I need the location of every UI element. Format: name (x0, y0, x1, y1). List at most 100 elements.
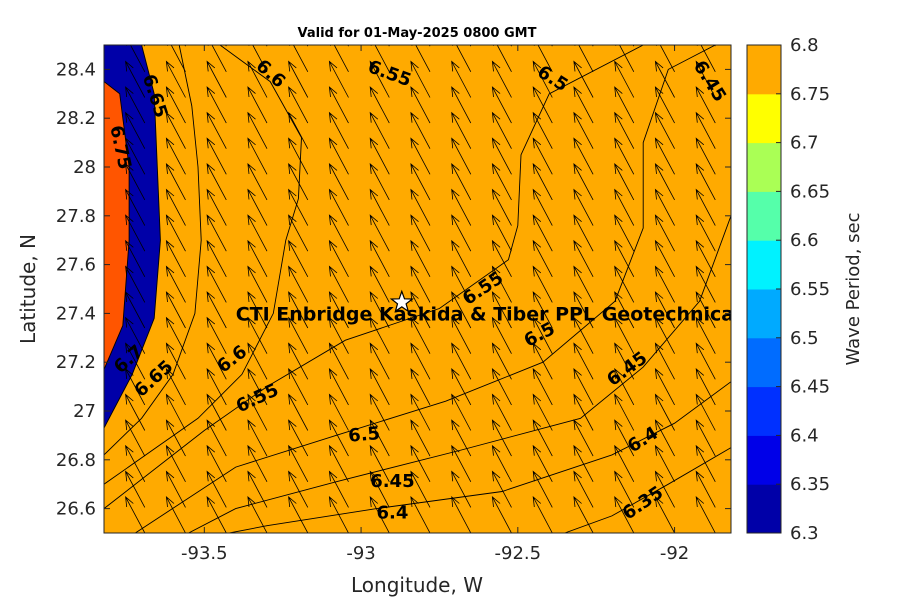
wave-vector (632, 45, 635, 47)
wave-vector (654, 342, 675, 380)
wave-vector (614, 265, 635, 303)
wave-vector (328, 60, 349, 98)
wave-vector (125, 214, 146, 252)
wave-vector (206, 60, 227, 98)
wave-vector (369, 470, 390, 508)
wave-vector (532, 60, 553, 98)
wave-vector (247, 137, 268, 175)
wave-vector (695, 239, 716, 277)
wave-vector (695, 291, 716, 329)
colorbar-segment (747, 142, 781, 192)
wave-vector (614, 393, 635, 431)
wave-vector (451, 188, 472, 226)
wave-vector (125, 265, 146, 303)
contour-line-6.4 (229, 381, 731, 533)
wave-vector (654, 444, 675, 482)
wave-vector (165, 291, 186, 329)
wave-vector (288, 496, 309, 533)
wave-vector (491, 496, 512, 533)
wave-vector (695, 163, 716, 201)
wave-vector (654, 291, 675, 329)
wave-vector (247, 265, 268, 303)
wave-vector (288, 419, 309, 457)
contour-line-6.75 (104, 81, 130, 370)
wave-vector (410, 419, 431, 457)
wave-vector (491, 188, 512, 226)
wave-vector (410, 86, 431, 124)
wave-vector (206, 163, 227, 201)
wave-vector (247, 444, 268, 482)
wave-vector (410, 367, 431, 406)
wave-vector (369, 496, 390, 533)
colorbar-segment (747, 289, 781, 339)
wave-vector (451, 111, 472, 149)
wave-vector (410, 214, 431, 252)
wave-vector (491, 137, 512, 175)
wave-vector (165, 419, 186, 457)
y-tick-label: 26.6 (56, 499, 96, 520)
wave-vector (247, 188, 268, 226)
wave-vector (410, 444, 431, 482)
contour-line-6.45 (188, 215, 731, 533)
wave-vector (451, 419, 472, 457)
wave-vector (125, 470, 146, 508)
wave-vector (695, 393, 716, 431)
wave-vector (369, 188, 390, 226)
wave-vector (695, 316, 716, 354)
colorbar-tick-label: 6.6 (790, 230, 819, 251)
wave-vector (573, 137, 594, 175)
wave-vector (247, 316, 268, 354)
wave-vector (247, 367, 268, 406)
wave-vector (104, 404, 105, 405)
colorbar-tick-label: 6.75 (790, 84, 830, 105)
contour-line-6.65 (104, 45, 202, 456)
y-tick-label: 27.4 (56, 303, 96, 324)
wave-vector (369, 265, 390, 303)
wave-vector (532, 393, 553, 431)
wave-vector (532, 444, 553, 482)
wave-vector (125, 367, 146, 406)
wave-vector (225, 45, 227, 47)
wave-vector (247, 163, 268, 201)
wave-vector (654, 470, 675, 508)
y-axis-title: Latitude, N (16, 234, 40, 344)
wave-vector (491, 60, 512, 98)
colorbar-title: Wave Period, sec (843, 212, 864, 365)
wave-vector (695, 86, 716, 124)
wave-vector (247, 496, 268, 533)
wave-vector (614, 291, 635, 329)
wave-vector (410, 188, 431, 226)
plot-frame (103, 44, 732, 534)
wave-vector (614, 214, 635, 252)
wave-vector (288, 137, 309, 175)
y-tick-label: 27.8 (56, 206, 96, 227)
wave-vector (165, 496, 186, 533)
wave-vector (328, 137, 349, 175)
wave-vector (125, 496, 146, 533)
wave-vector (328, 188, 349, 226)
wave-vector (288, 265, 309, 303)
wave-vector (573, 367, 594, 406)
band-6.75 (104, 81, 130, 370)
wave-vector (491, 419, 512, 457)
wave-vector (206, 265, 227, 303)
colorbar-segment (747, 435, 781, 485)
colorbar-tick-label: 6.55 (790, 279, 830, 300)
wave-vector (247, 239, 268, 277)
wave-vector (369, 163, 390, 201)
wave-vector (328, 316, 349, 354)
wave-vector (573, 60, 594, 98)
wave-vector (654, 393, 675, 431)
wave-vector (654, 188, 675, 226)
wave-vector (184, 45, 186, 47)
wave-vector (369, 214, 390, 252)
colorbar-segment (747, 191, 781, 241)
wave-vector (532, 265, 553, 303)
wave-vector (125, 419, 146, 457)
wave-vector (491, 86, 512, 124)
wave-vector (206, 496, 227, 533)
wave-vector (328, 367, 349, 406)
wave-vector (165, 342, 186, 380)
wave-vector (451, 265, 472, 303)
